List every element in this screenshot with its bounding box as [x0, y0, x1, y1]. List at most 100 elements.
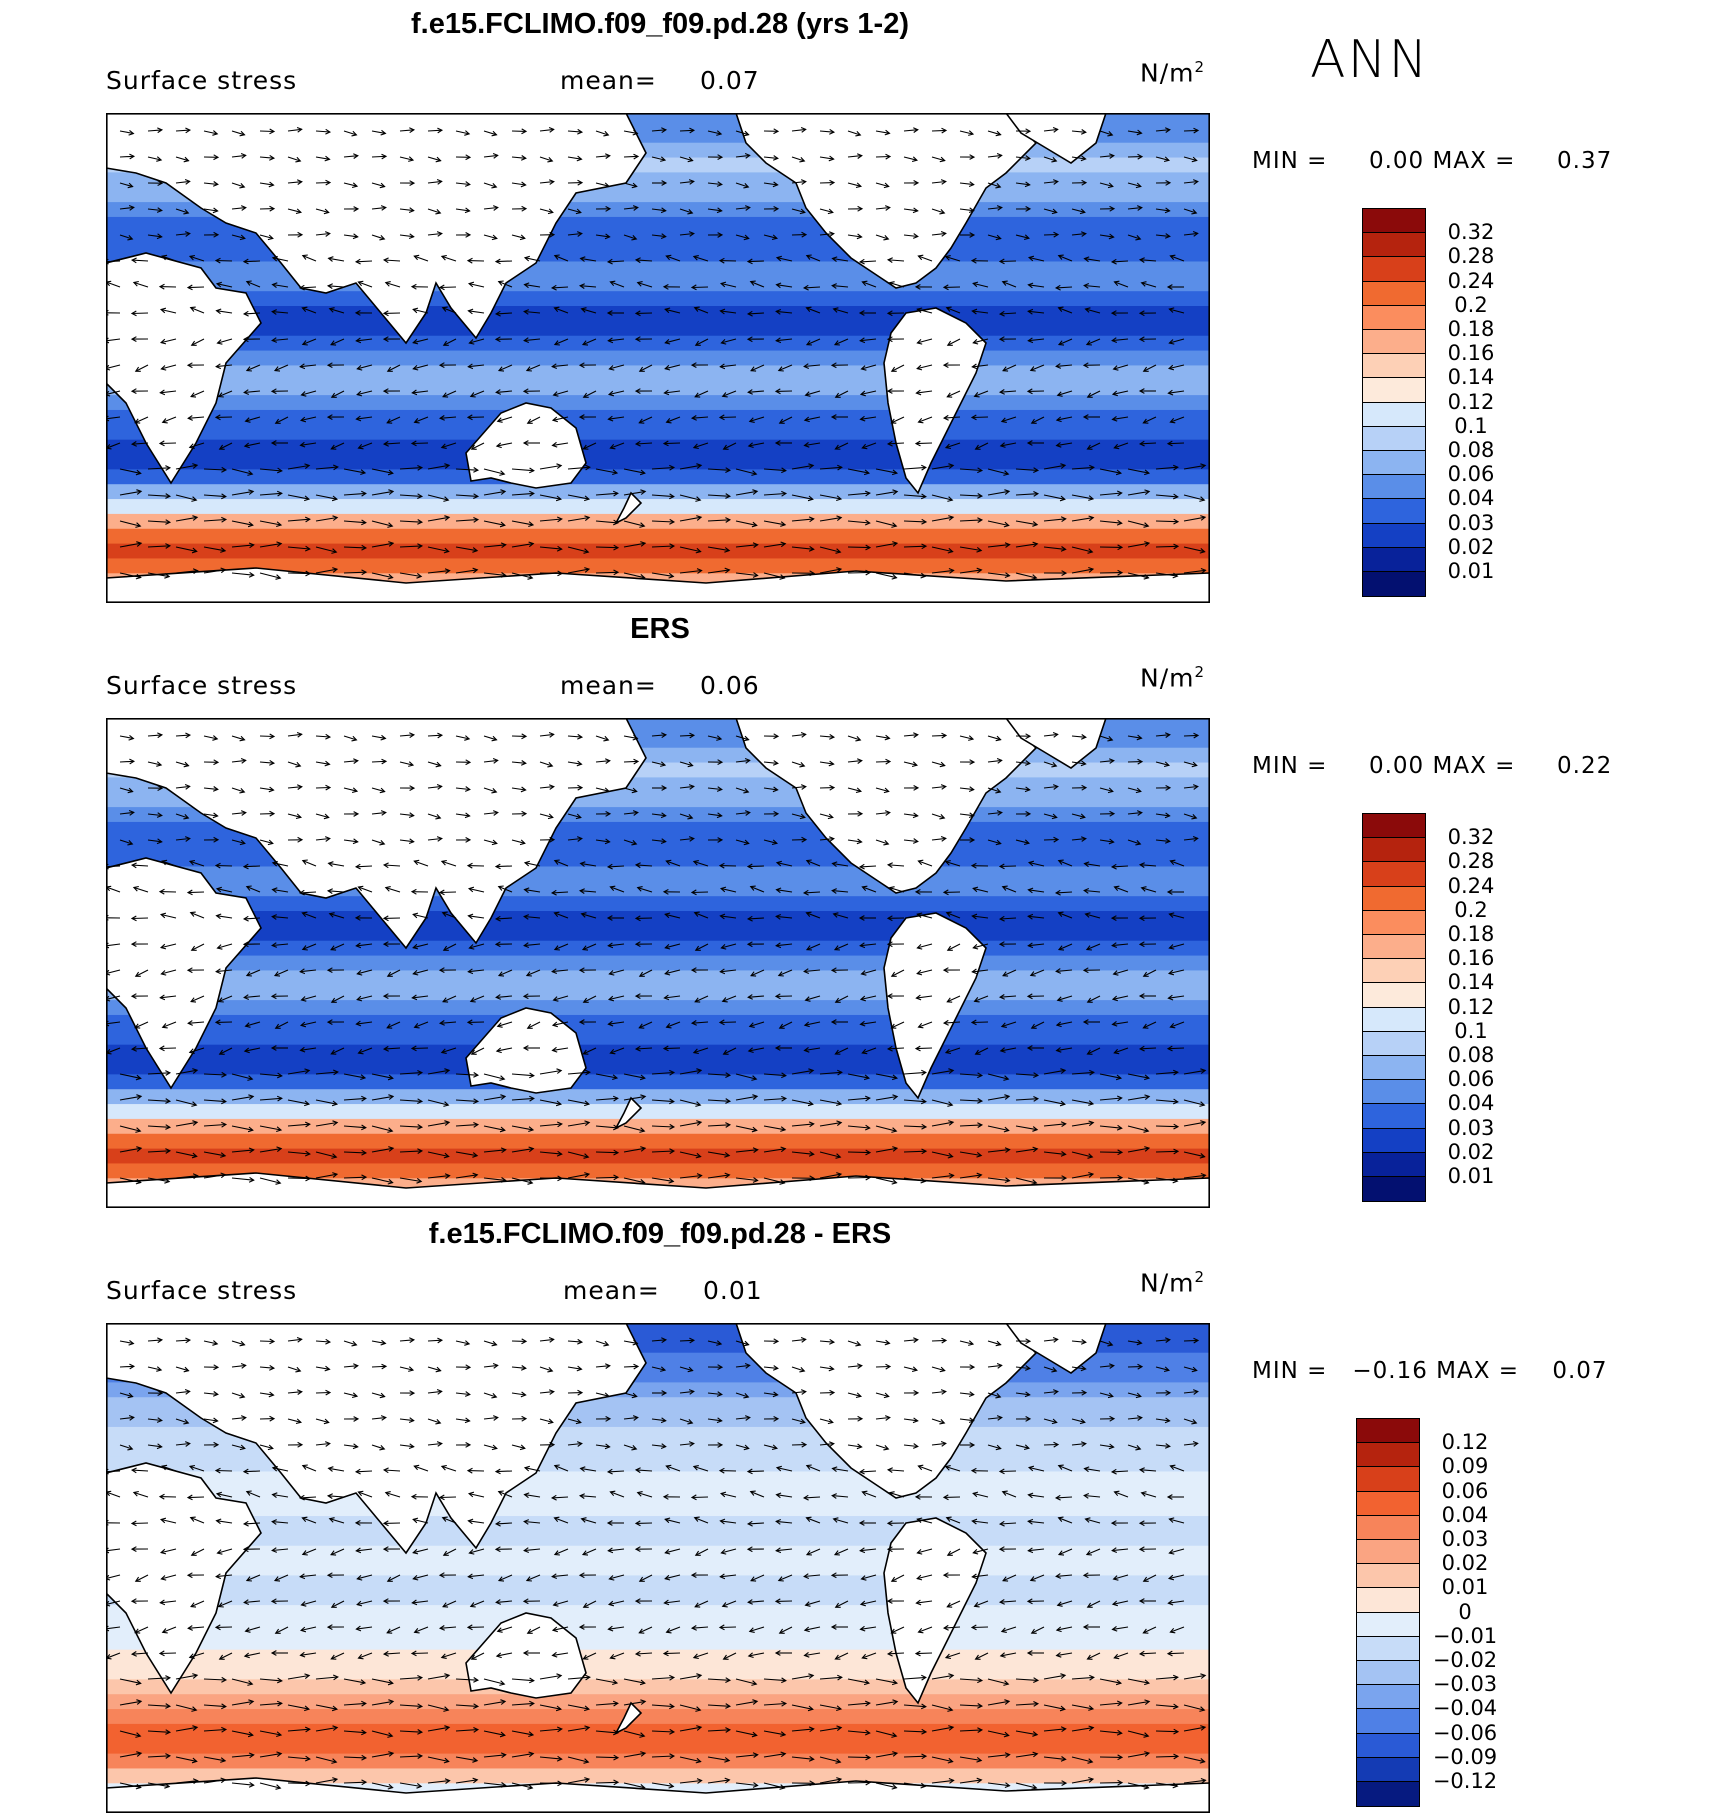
- vector-shaft: [805, 995, 821, 1001]
- vector-head: [856, 838, 863, 845]
- vector-shaft: [875, 735, 890, 739]
- vector-head: [213, 836, 220, 843]
- vector-head: [831, 888, 837, 894]
- vector-shaft: [903, 1177, 926, 1182]
- vector-shaft: [651, 1676, 674, 1680]
- vector-shaft: [903, 813, 918, 817]
- vector-shaft: [610, 1491, 625, 1498]
- vector-head: [128, 204, 135, 211]
- vector-head: [886, 1598, 893, 1604]
- vector-head: [553, 254, 560, 260]
- vector-shaft: [679, 180, 694, 184]
- vector-shaft: [440, 1626, 457, 1629]
- vector-head: [438, 1625, 445, 1631]
- vector-shaft: [987, 130, 1001, 136]
- vector-head: [948, 1777, 955, 1784]
- vector-head: [547, 157, 554, 163]
- field-band: [106, 261, 1210, 277]
- vector-shaft: [595, 546, 619, 549]
- vector-shaft: [175, 1674, 198, 1680]
- vector-head: [913, 127, 919, 133]
- vector-shaft: [470, 995, 485, 1002]
- vector-head: [863, 1074, 871, 1081]
- vector-shaft: [651, 813, 666, 817]
- vector-head: [220, 1152, 227, 1158]
- vector-head: [1051, 1418, 1058, 1425]
- vector-head: [891, 1074, 899, 1081]
- vector-shaft: [287, 208, 302, 213]
- vector-head: [441, 306, 448, 312]
- vector-shaft: [903, 520, 927, 523]
- vector-head: [1027, 282, 1034, 289]
- vector-head: [473, 1098, 480, 1105]
- vector-head: [464, 1391, 471, 1397]
- min-label: MIN =: [1252, 753, 1328, 779]
- vector-head: [749, 885, 756, 891]
- field-band: [106, 439, 1210, 456]
- vector-shaft: [791, 546, 814, 550]
- vector-head: [942, 414, 949, 421]
- vector-head: [1052, 179, 1059, 185]
- vector-shaft: [567, 568, 590, 574]
- vector-shaft: [693, 1465, 709, 1472]
- vector-shaft: [272, 1521, 289, 1524]
- vector-shaft: [663, 442, 681, 445]
- vector-shaft: [496, 442, 513, 447]
- vector-shaft: [371, 520, 393, 527]
- vector-shaft: [1099, 492, 1122, 496]
- vector-shaft: [483, 839, 497, 845]
- vector-shaft: [302, 255, 317, 262]
- vector-head: [890, 971, 897, 977]
- vector-head: [750, 1576, 757, 1582]
- vector-shaft: [483, 130, 497, 136]
- colorbar-swatch: [1363, 910, 1425, 935]
- vector-head: [245, 1576, 252, 1582]
- vector-head: [270, 1650, 277, 1656]
- vector-shaft: [1056, 1047, 1073, 1052]
- vector-head: [775, 1547, 782, 1554]
- vector-shaft: [371, 1147, 394, 1153]
- vector-head: [829, 733, 836, 740]
- vector-shaft: [835, 1047, 849, 1055]
- vector-head: [800, 126, 807, 133]
- vector-shaft: [441, 1047, 457, 1054]
- vector-head: [466, 1019, 473, 1026]
- vector-shaft: [343, 1340, 357, 1346]
- vector-shaft: [161, 969, 177, 975]
- vector-shaft: [1114, 442, 1129, 449]
- vector-head: [332, 464, 339, 471]
- vector-head: [581, 1550, 589, 1556]
- field-band: [106, 1575, 1210, 1591]
- vector-head: [473, 493, 480, 500]
- vector-head: [520, 155, 527, 161]
- vector-head: [942, 1624, 949, 1631]
- vector-head: [1060, 1121, 1067, 1128]
- vector-head: [1033, 1096, 1040, 1102]
- vector-head: [609, 1653, 616, 1660]
- vector-head: [469, 997, 476, 1003]
- vector-head: [799, 208, 806, 215]
- vector-shaft: [595, 1756, 619, 1759]
- vector-head: [941, 1337, 948, 1344]
- vector-shaft: [987, 572, 1010, 577]
- vector-shaft: [931, 156, 945, 162]
- vector-head: [326, 362, 333, 368]
- vector-shaft: [203, 546, 226, 552]
- vector-shaft: [1000, 442, 1017, 447]
- vector-shaft: [1058, 860, 1073, 867]
- vector-shaft: [763, 1148, 786, 1153]
- vector-shaft: [931, 1756, 953, 1763]
- vector-head: [800, 731, 807, 738]
- vector-head: [976, 546, 983, 553]
- vector-shaft: [747, 260, 765, 263]
- vector-head: [780, 1146, 787, 1153]
- vector-head: [188, 859, 195, 866]
- vector-shaft: [819, 838, 834, 841]
- vector-shaft: [931, 1442, 946, 1446]
- vector-shaft: [511, 1366, 526, 1369]
- vector-shaft: [1155, 1366, 1170, 1371]
- vector-head: [584, 1172, 591, 1178]
- vector-shaft: [609, 1574, 625, 1580]
- vector-shaft: [358, 886, 373, 893]
- vector-shaft: [386, 1626, 401, 1634]
